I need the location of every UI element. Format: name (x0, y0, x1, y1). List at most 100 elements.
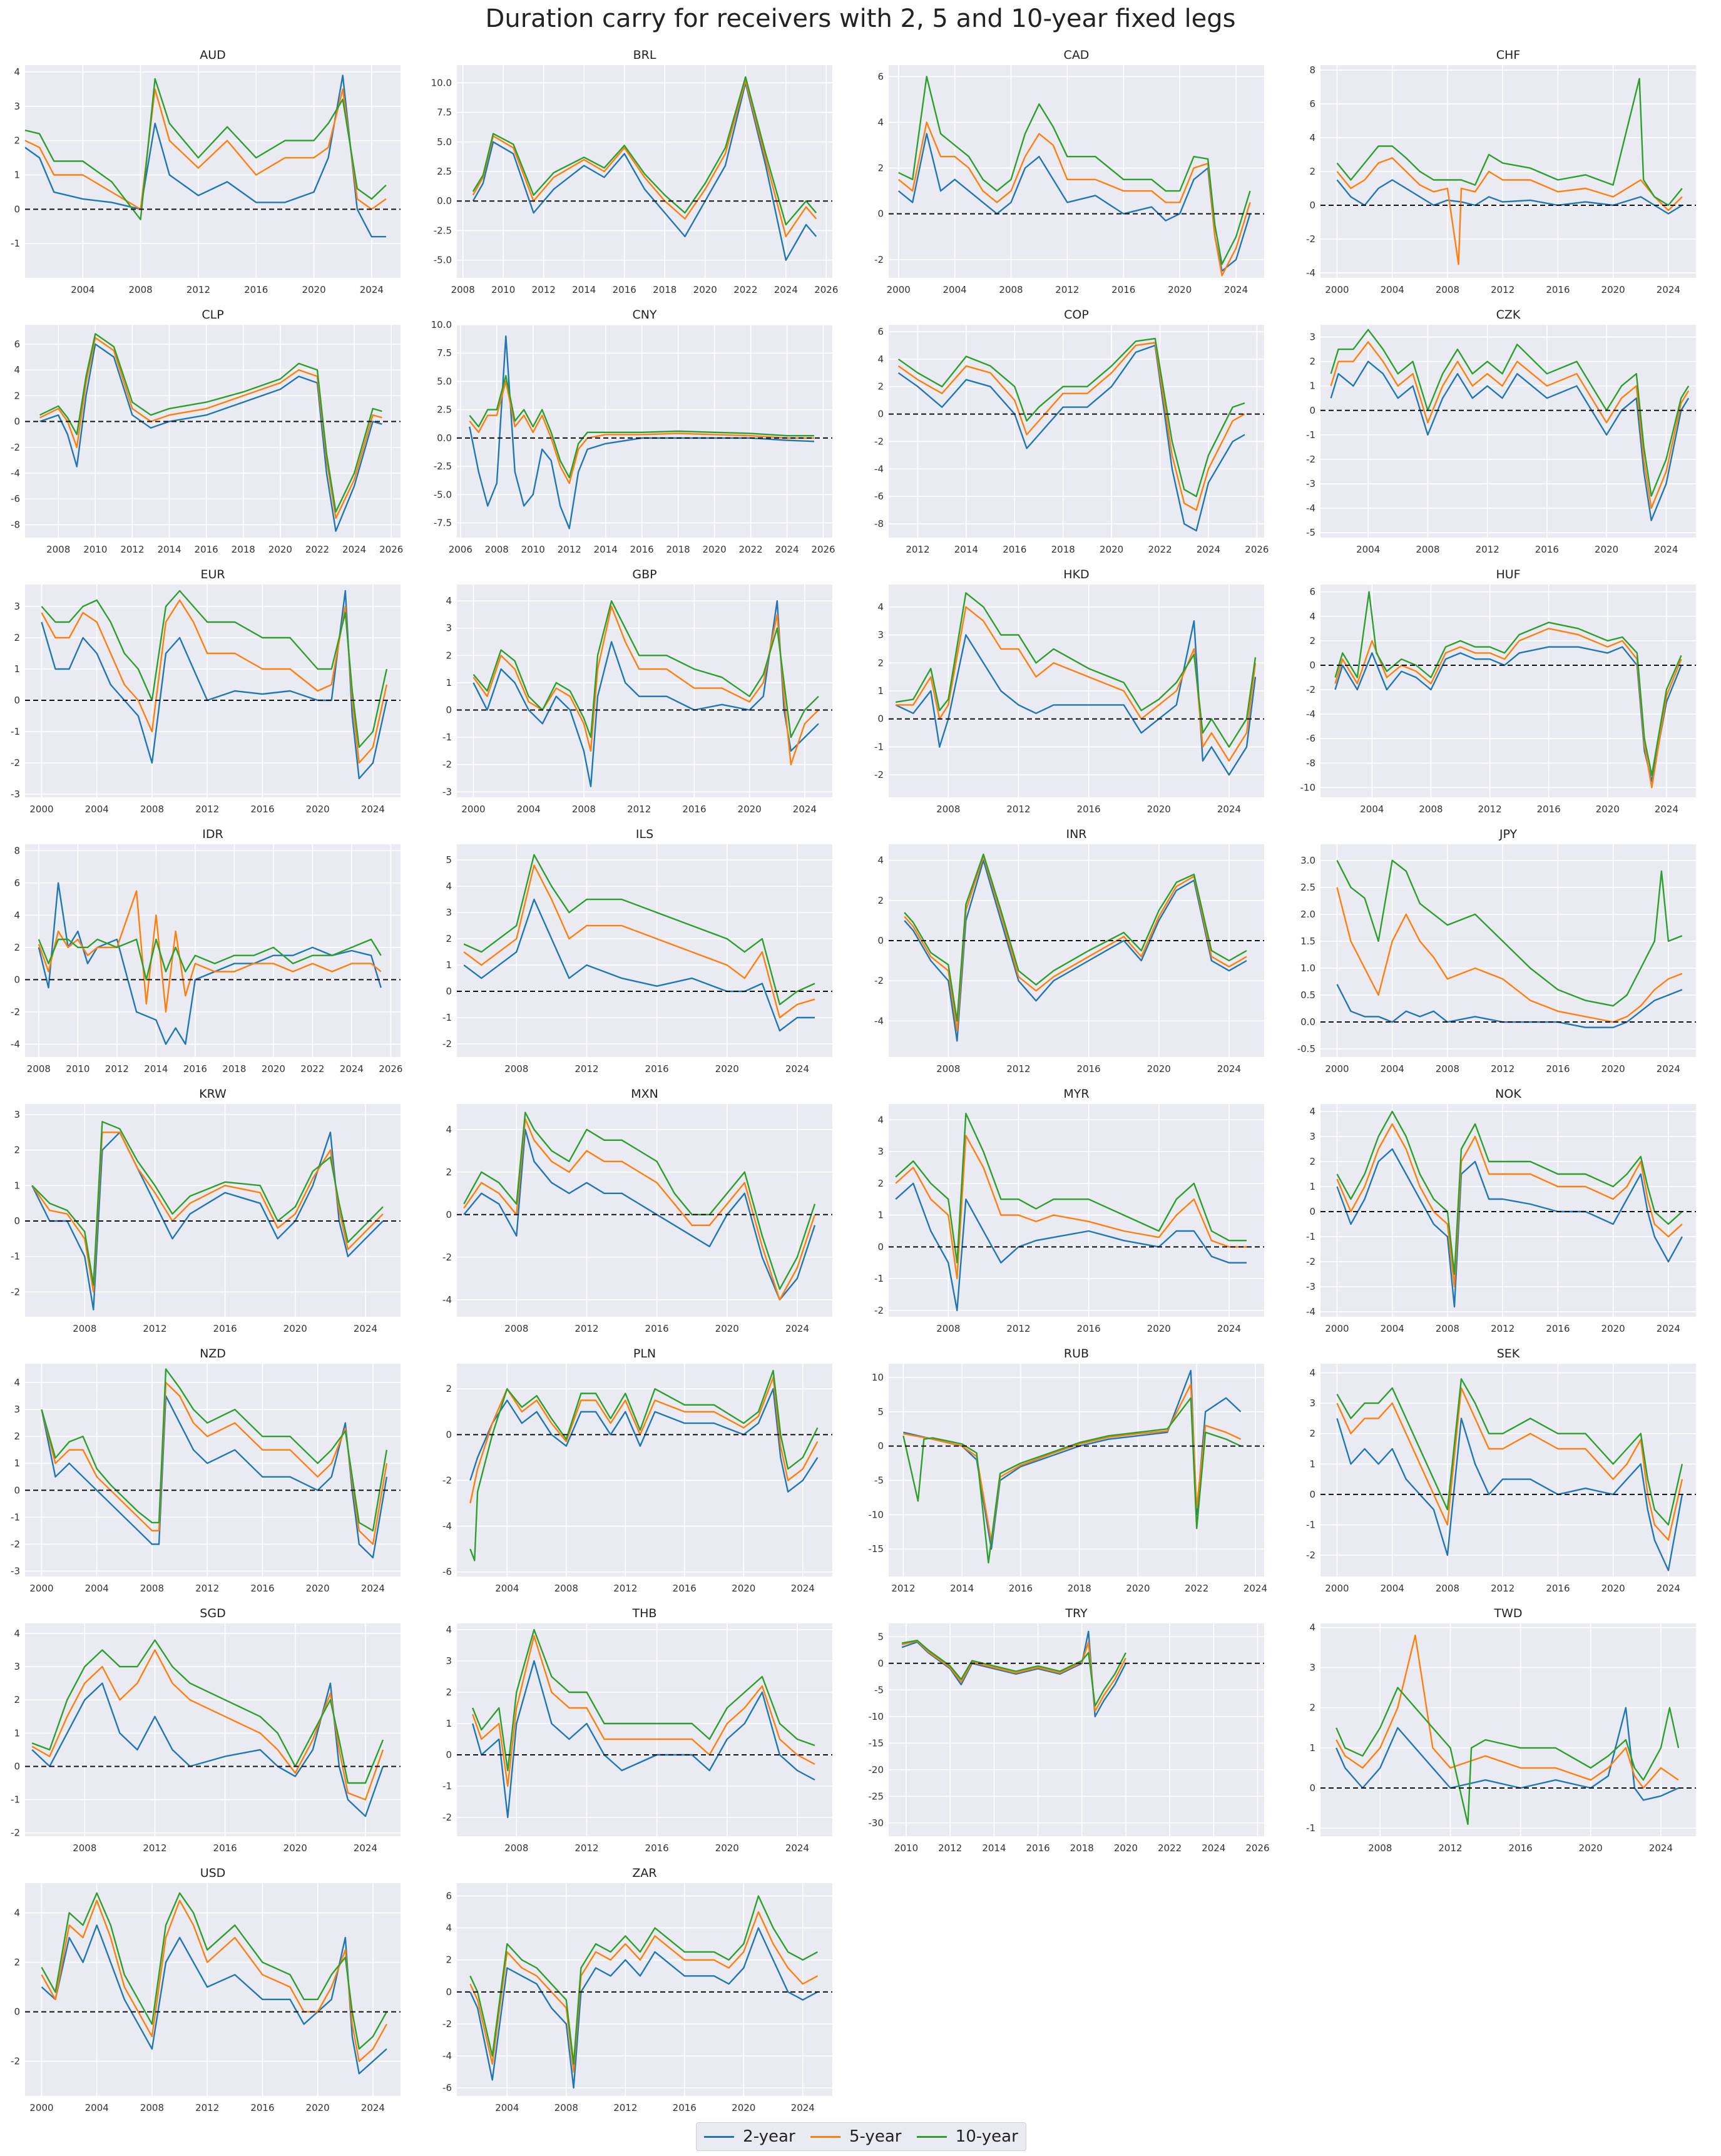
x-tick-label: 2008 (46, 544, 70, 555)
x-tick-label: 2024 (1217, 804, 1241, 815)
series-line-5-year (896, 606, 1257, 762)
x-tick-label: 2000 (887, 284, 911, 295)
panel-zar: 2004 2008 2012 2016 2020 2024 -6 -4 -2 0 2 4 6 ZAR (442, 1866, 832, 2113)
y-tick-label: 6 (1309, 98, 1315, 110)
y-tick-label: 8 (14, 845, 20, 856)
y-tick-label: 5 (877, 1631, 884, 1642)
x-tick-label: 2024 (1657, 1583, 1680, 1594)
x-tick-label: 2024 (791, 2102, 815, 2113)
y-tick-label: 0 (1309, 405, 1315, 416)
panel-title: BRL (633, 48, 656, 62)
panel-title: MXN (631, 1087, 658, 1101)
x-tick-label: 2008 (1436, 1583, 1459, 1594)
plot-area (25, 1364, 401, 1576)
x-tick-label: 2016 (1509, 1842, 1533, 1854)
x-tick-label: 2008 (554, 1583, 578, 1594)
y-tick-label: -2 (442, 1474, 452, 1486)
y-tick-label: 6 (14, 339, 20, 350)
x-tick-label: 2004 (1381, 1583, 1404, 1594)
y-tick-label: 4 (1309, 1622, 1315, 1633)
y-tick-label: -3 (1306, 1281, 1315, 1292)
x-tick-label: 2024 (1197, 544, 1220, 555)
x-tick-label: 2016 (1111, 284, 1135, 295)
plot-area (457, 325, 832, 538)
x-tick-label: 2008 (140, 2102, 164, 2113)
legend-swatch-2-year (704, 2135, 735, 2138)
y-tick-label: -6 (442, 2082, 452, 2093)
panel-clp: 2008 2010 2012 2014 2016 2018 2020 2022 2024 2026… (11, 308, 403, 555)
x-tick-label: 2022 (733, 284, 757, 295)
plot-area (457, 1623, 832, 1836)
plot-area (889, 1364, 1264, 1576)
y-tick-label: 3 (14, 1661, 20, 1672)
x-tick-label: 2014 (954, 544, 978, 555)
panel-twd: 2008 2012 2016 2020 2024 -1 0 1 2 3 4 TWD (1306, 1607, 1696, 1854)
y-tick-label: -1 (442, 1780, 452, 1792)
x-tick-label: 2008 (27, 1063, 51, 1075)
y-tick-label: 0 (14, 695, 20, 706)
y-tick-label: 2 (14, 1431, 20, 1442)
x-tick-label: 2012 (1438, 1842, 1462, 1854)
y-tick-label: 0.0 (437, 195, 452, 207)
y-tick-label: 0 (1309, 660, 1315, 671)
x-tick-label: 2024 (1649, 1842, 1673, 1854)
y-tick-label: -10 (869, 1711, 884, 1722)
y-tick-label: 4 (1309, 1106, 1315, 1117)
y-tick-label: 0 (1309, 1782, 1315, 1794)
y-tick-label: -4 (1306, 503, 1315, 514)
x-tick-label: 2016 (250, 804, 274, 815)
series-line-5-year (469, 381, 814, 484)
panel-title: PLN (633, 1347, 656, 1361)
x-tick-label: 2012 (1006, 804, 1030, 815)
x-tick-label: 2016 (1546, 1323, 1570, 1334)
panel-usd: 2000 2004 2008 2012 2016 2020 2024 -2 0 2 4 USD (11, 1866, 401, 2113)
y-tick-label: -2 (874, 975, 884, 986)
x-tick-label: 2012 (143, 1323, 166, 1334)
series-line-2-year (897, 344, 1245, 532)
legend-item-10-year: 10-year (916, 2127, 1018, 2146)
x-tick-label: 2024 (1217, 1323, 1241, 1334)
y-tick-label: -2 (874, 254, 884, 265)
panel-title: TWD (1493, 1607, 1522, 1620)
x-tick-label: 2000 (1325, 1583, 1349, 1594)
y-tick-label: 1 (14, 663, 20, 675)
x-tick-label: 2016 (645, 1842, 669, 1854)
x-tick-label: 2010 (83, 544, 107, 555)
y-tick-label: -1 (11, 1251, 20, 1262)
series-line-10-year (31, 1639, 384, 1784)
y-tick-label: -2 (11, 2056, 20, 2067)
panel-title: GBP (632, 568, 656, 581)
x-tick-label: 2016 (1546, 1583, 1570, 1594)
y-tick-label: 3 (14, 1404, 20, 1415)
x-tick-label: 2012 (195, 804, 219, 815)
x-tick-label: 2016 (250, 1583, 274, 1594)
panel-thb: 2008 2012 2016 2020 2024 -2 -1 0 1 2 3 4 THB (442, 1607, 832, 1854)
x-tick-label: 2012 (558, 544, 581, 555)
y-tick-label: 0 (877, 1241, 884, 1252)
y-tick-label: -2 (11, 1286, 20, 1297)
y-tick-label: 1 (14, 1180, 20, 1191)
panel-title: CZK (1496, 308, 1521, 322)
y-tick-label: 4 (877, 116, 884, 128)
x-tick-label: 2024 (360, 284, 384, 295)
plot-area (889, 1104, 1264, 1317)
y-tick-label: -1 (874, 1273, 884, 1284)
x-tick-label: 2004 (1381, 1323, 1404, 1334)
y-tick-label: 1 (14, 1727, 20, 1739)
x-tick-label: 2026 (811, 544, 835, 555)
x-tick-label: 2016 (1026, 1842, 1050, 1854)
figure-title: Duration carry for receivers with 2, 5 a… (485, 4, 1236, 33)
x-tick-label: 2008 (1436, 284, 1459, 295)
y-tick-label: -7.5 (434, 517, 452, 528)
y-tick-label: -3 (442, 786, 452, 797)
legend-swatch-10-year (916, 2135, 947, 2138)
series-line-2-year (463, 1128, 816, 1301)
x-tick-label: 2008 (936, 1063, 960, 1075)
x-tick-label: 2008 (936, 1323, 960, 1334)
series-line-5-year (469, 1376, 819, 1504)
panel-eur: 2000 2004 2008 2012 2016 2020 2024 -3 -2 -1 0 1 2 3 EU… (11, 568, 401, 815)
y-tick-label: 0 (877, 935, 884, 946)
panel-inr: 2008 2012 2016 2020 2024 -4 -2 0 2 4 INR (874, 827, 1264, 1075)
x-tick-label: 2026 (1245, 544, 1269, 555)
panel-title: MYR (1063, 1087, 1089, 1101)
